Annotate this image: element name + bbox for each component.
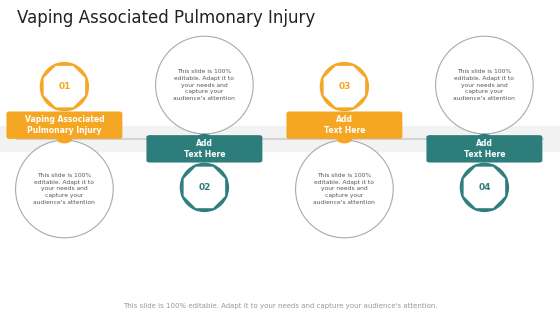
- Text: 02: 02: [198, 183, 211, 192]
- Polygon shape: [463, 166, 506, 209]
- Ellipse shape: [41, 63, 88, 110]
- Text: Add
Text Here: Add Text Here: [184, 139, 225, 159]
- Text: 04: 04: [478, 183, 491, 192]
- Text: This slide is 100%
editable. Adapt it to
your needs and
capture your
audience's : This slide is 100% editable. Adapt it to…: [454, 69, 515, 101]
- Text: This slide is 100%
editable. Adapt it to
your needs and
capture your
audience's : This slide is 100% editable. Adapt it to…: [174, 69, 235, 101]
- Ellipse shape: [181, 164, 228, 211]
- Circle shape: [477, 135, 492, 143]
- Polygon shape: [323, 65, 366, 108]
- Bar: [0, 126, 560, 151]
- Ellipse shape: [436, 36, 533, 134]
- FancyBboxPatch shape: [146, 135, 262, 163]
- Circle shape: [337, 135, 352, 143]
- Text: This slide is 100%
editable. Adapt it to
your needs and
capture your
audience's : This slide is 100% editable. Adapt it to…: [314, 173, 375, 205]
- Text: 01: 01: [58, 82, 71, 91]
- Text: Vaping Associated Pulmonary Injury: Vaping Associated Pulmonary Injury: [17, 9, 315, 27]
- Polygon shape: [183, 166, 226, 209]
- Text: This slide is 100%
editable. Adapt it to
your needs and
capture your
audience's : This slide is 100% editable. Adapt it to…: [34, 173, 95, 205]
- FancyBboxPatch shape: [427, 135, 542, 163]
- Ellipse shape: [461, 164, 508, 211]
- FancyBboxPatch shape: [7, 112, 123, 139]
- Text: This slide is 100% editable. Adapt it to your needs and capture your audience's : This slide is 100% editable. Adapt it to…: [123, 303, 437, 309]
- Text: Vaping Associated
Pulmonary Injury: Vaping Associated Pulmonary Injury: [25, 115, 104, 135]
- Circle shape: [57, 135, 72, 143]
- Circle shape: [197, 135, 212, 143]
- Ellipse shape: [16, 140, 113, 238]
- Ellipse shape: [156, 36, 253, 134]
- Text: Add
Text Here: Add Text Here: [324, 115, 365, 135]
- Text: 03: 03: [338, 82, 351, 91]
- Ellipse shape: [296, 140, 393, 238]
- Ellipse shape: [321, 63, 368, 110]
- Text: Add
Text Here: Add Text Here: [464, 139, 505, 159]
- FancyBboxPatch shape: [286, 112, 402, 139]
- Polygon shape: [43, 65, 86, 108]
